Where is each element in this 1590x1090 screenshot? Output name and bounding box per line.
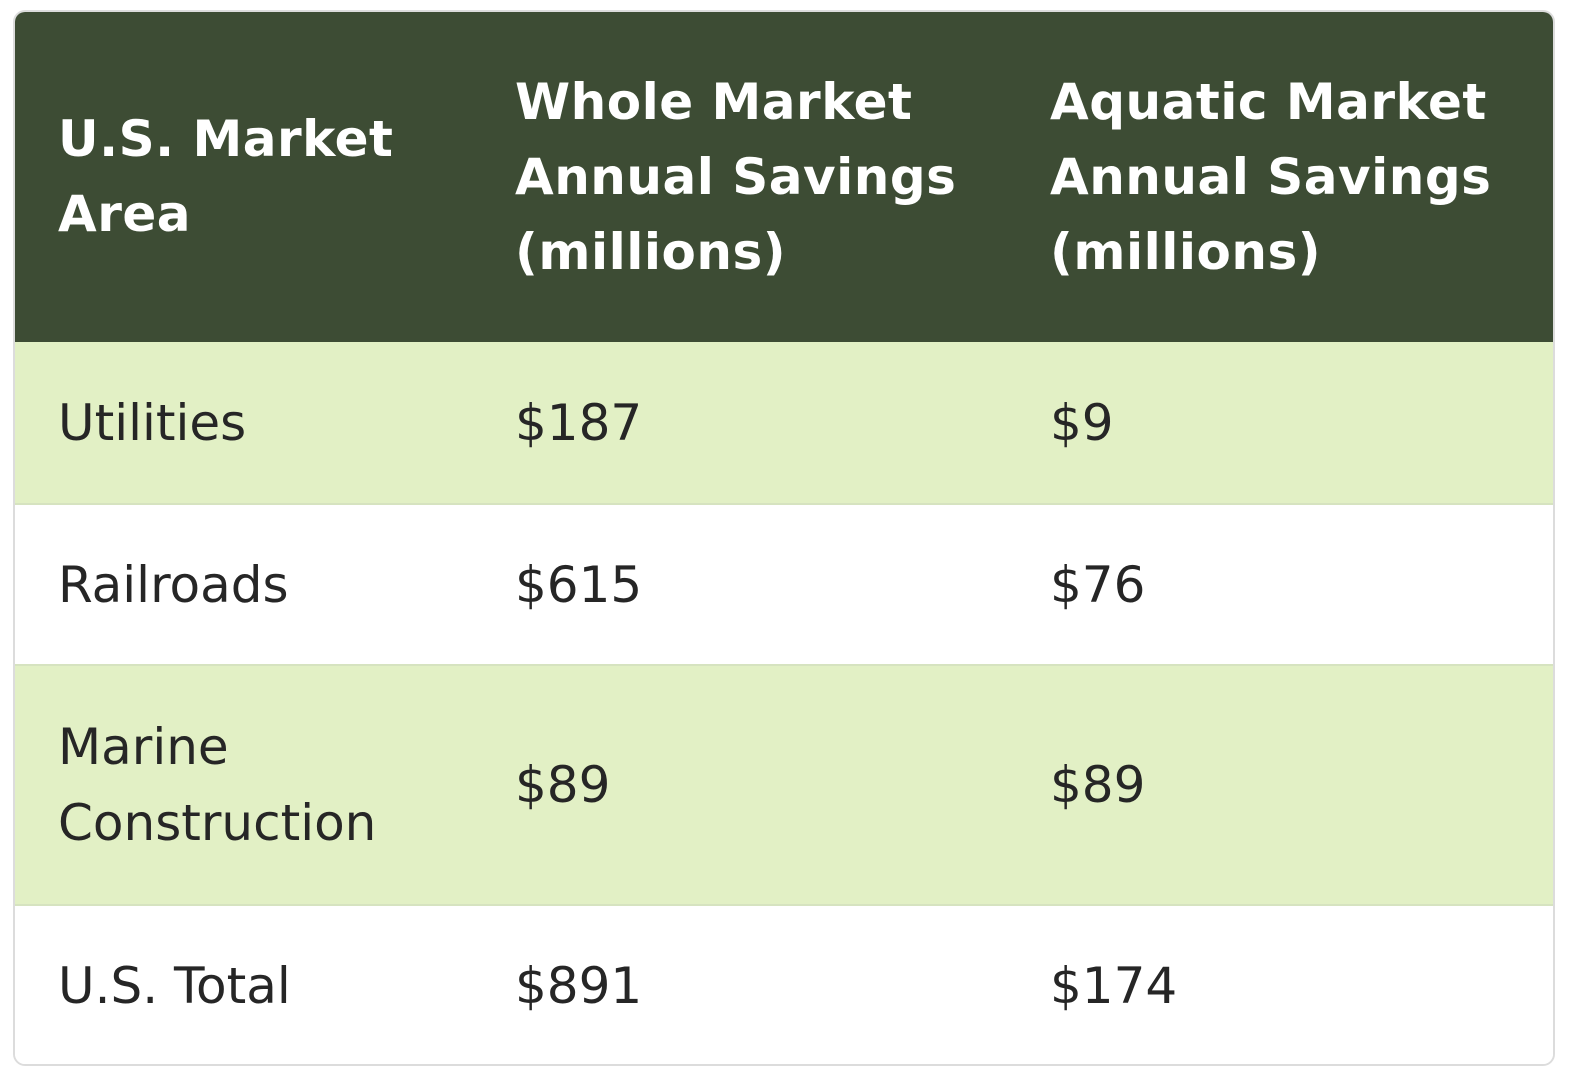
table-body: Utilities $187 $9 Railroads $615 $76 Mar…	[15, 342, 1553, 1064]
table-row: Utilities $187 $9	[15, 342, 1553, 504]
header-row: U.S. Market Area Whole Market Annual Sav…	[15, 12, 1553, 342]
savings-table-container: U.S. Market Area Whole Market Annual Sav…	[13, 10, 1555, 1066]
header-aquatic-market-savings: Aquatic Market Annual Savings (millions)	[1050, 72, 1492, 281]
table-row: Marine Construction $89 $89	[15, 665, 1553, 905]
cell-market-area: Railroads	[58, 555, 289, 614]
cell-whole-market-savings: $187	[515, 393, 643, 452]
table-row: U.S. Total $891 $174	[15, 905, 1553, 1064]
cell-aquatic-market-savings: $89	[1050, 756, 1146, 814]
table-header: U.S. Market Area Whole Market Annual Sav…	[15, 12, 1553, 342]
cell-aquatic-market-savings: $76	[1050, 555, 1146, 614]
cell-market-area: Marine Construction	[58, 718, 377, 852]
cell-whole-market-savings: $891	[515, 957, 643, 1015]
table-row: Railroads $615 $76	[15, 504, 1553, 665]
cell-whole-market-savings: $615	[515, 555, 643, 614]
cell-aquatic-market-savings: $9	[1050, 393, 1114, 452]
header-whole-market-savings: Whole Market Annual Savings (millions)	[515, 72, 957, 281]
cell-whole-market-savings: $89	[515, 756, 611, 814]
cell-market-area: U.S. Total	[58, 957, 291, 1015]
market-savings-table: U.S. Market Area Whole Market Annual Sav…	[15, 12, 1553, 1064]
cell-aquatic-market-savings: $174	[1050, 957, 1178, 1015]
cell-market-area: Utilities	[58, 393, 247, 452]
header-market-area: U.S. Market Area	[58, 110, 394, 243]
